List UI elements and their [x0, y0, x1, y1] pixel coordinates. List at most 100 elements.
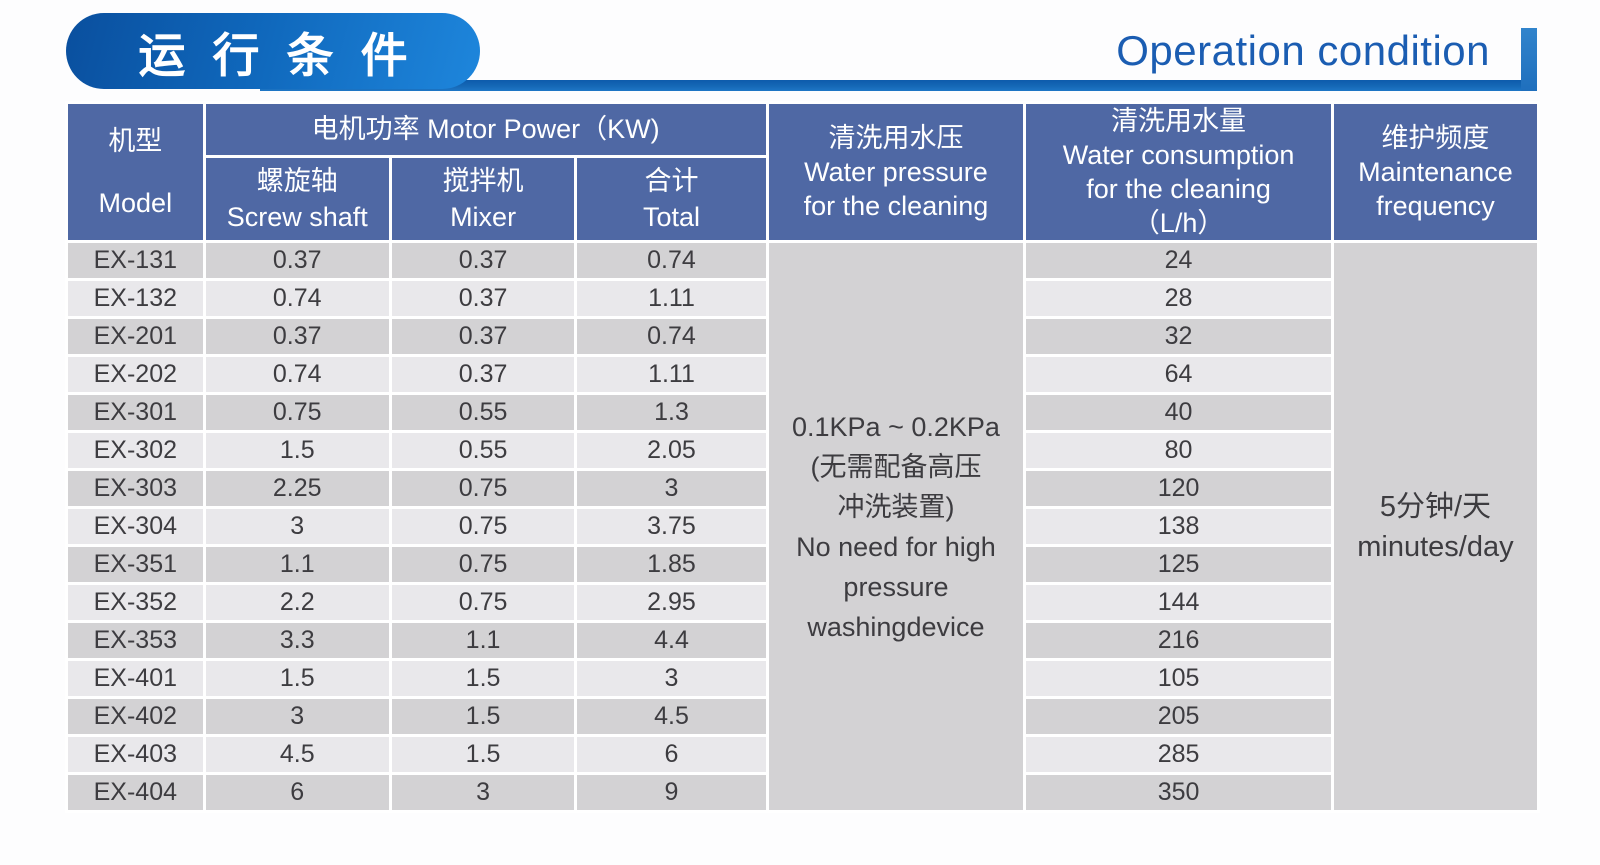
table-row: EX-303 2.25 0.75 3 120 — [65, 468, 1539, 509]
screw-cell: 0.37 — [202, 316, 392, 357]
table-row: EX-304 3 0.75 3.75 138 — [65, 506, 1539, 547]
water-pressure-line: 冲洗装置) — [837, 491, 955, 522]
table-body: EX-131 0.37 0.37 0.74 0.1KPa ~ 0.2KPa (无… — [65, 240, 1541, 813]
model-cell: EX-401 — [65, 658, 206, 699]
water-pressure-line: (无需配备高压 — [810, 451, 982, 482]
water-consumption-cell: 350 — [1023, 772, 1334, 813]
table-row: EX-401 1.5 1.5 3 105 — [65, 658, 1539, 699]
page-title-zh: 运 行 条 件 — [138, 28, 415, 82]
mixer-header-en: Mixer — [450, 201, 517, 232]
total-header-en: Total — [642, 201, 700, 232]
title-underline — [260, 80, 1537, 91]
water-consumption-header-zh: 清洗用水量 — [1111, 106, 1247, 136]
title-pill: 运 行 条 件 — [66, 13, 480, 89]
model-cell: EX-352 — [65, 582, 206, 623]
screw-cell: 0.74 — [202, 354, 392, 395]
mixer-cell: 1.5 — [388, 734, 578, 775]
model-cell: EX-304 — [65, 506, 206, 547]
water-consumption-cell: 138 — [1023, 506, 1334, 547]
model-cell: EX-201 — [65, 316, 206, 357]
model-cell: EX-303 — [65, 468, 206, 509]
col-header-maintenance: 维护频度 Maintenance frequency — [1330, 101, 1541, 243]
water-consumption-cell: 216 — [1023, 620, 1334, 661]
table-row: EX-402 3 1.5 4.5 205 — [65, 696, 1539, 737]
col-header-motor-power: 电机功率 Motor Power（KW) — [202, 101, 769, 158]
table-row: EX-132 0.74 0.37 1.11 28 — [65, 278, 1539, 319]
table-row: EX-351 1.1 0.75 1.85 125 — [65, 544, 1539, 585]
mixer-cell: 0.37 — [388, 354, 578, 395]
mixer-header-stack: 搅拌机 Mixer — [392, 163, 574, 235]
total-cell: 9 — [574, 772, 769, 813]
water-consumption-cell: 32 — [1023, 316, 1334, 357]
water-pressure-line: pressure — [843, 571, 949, 602]
table-row: EX-404 6 3 9 350 — [65, 772, 1539, 813]
col-header-water-consumption: 清洗用水量 Water consumption for the cleaning… — [1023, 101, 1334, 243]
water-consumption-cell: 80 — [1023, 430, 1334, 471]
model-header-zh: 机型 — [108, 126, 163, 156]
table-row: EX-131 0.37 0.37 0.74 0.1KPa ~ 0.2KPa (无… — [65, 240, 1541, 813]
table-row: EX-302 1.5 0.55 2.05 80 — [65, 430, 1539, 471]
screw-cell: 0.37 — [202, 240, 392, 281]
water-pressure-header-zh: 清洗用水压 — [828, 123, 964, 153]
total-cell: 4.5 — [574, 696, 769, 737]
water-pressure-line: washingdevice — [807, 611, 985, 642]
col-header-total: 合计 Total — [574, 154, 769, 244]
water-consumption-header-en1: Water consumption — [1062, 140, 1295, 170]
total-cell: 6 — [574, 734, 769, 775]
water-consumption-cell: 105 — [1023, 658, 1334, 699]
maintenance-line: minutes/day — [1357, 530, 1514, 563]
total-cell: 2.95 — [574, 582, 769, 623]
water-consumption-header-en2: for the cleaning — [1086, 174, 1271, 204]
water-consumption-cell: 64 — [1023, 354, 1334, 395]
water-consumption-header-stack: 清洗用水量 Water consumption for the cleaning… — [1026, 104, 1331, 240]
total-cell: 4.4 — [574, 620, 769, 661]
model-cell: EX-131 — [65, 240, 206, 281]
table-header: 机型 Model 电机功率 Motor Power（KW) 清洗用水压 Wate… — [65, 101, 1541, 244]
mixer-cell: 3 — [388, 772, 578, 813]
screw-cell: 3 — [202, 696, 392, 737]
water-consumption-cell: 120 — [1023, 468, 1334, 509]
table-row: EX-201 0.37 0.37 0.74 32 — [65, 316, 1539, 357]
screw-cell: 2.25 — [202, 468, 392, 509]
total-cell: 1.11 — [574, 278, 769, 319]
mixer-cell: 0.37 — [388, 316, 578, 357]
water-pressure-cell: 0.1KPa ~ 0.2KPa (无需配备高压 冲洗装置) No need fo… — [765, 240, 1027, 813]
screw-shaft-header-stack: 螺旋轴 Screw shaft — [206, 163, 389, 235]
maintenance-cell: 5分钟/天 minutes/day — [1330, 240, 1541, 813]
water-consumption-cell: 24 — [1023, 240, 1334, 281]
mixer-cell: 0.55 — [388, 430, 578, 471]
col-header-screw-shaft: 螺旋轴 Screw shaft — [202, 154, 392, 244]
mixer-cell: 1.5 — [388, 658, 578, 699]
screw-cell: 4.5 — [202, 734, 392, 775]
water-pressure-line: No need for high — [796, 531, 996, 562]
model-cell: EX-353 — [65, 620, 206, 661]
total-cell: 3 — [574, 468, 769, 509]
mixer-cell: 1.1 — [388, 620, 578, 661]
screw-shaft-header-en: Screw shaft — [226, 201, 368, 232]
water-pressure-line: 0.1KPa ~ 0.2KPa — [792, 411, 1000, 442]
mixer-cell: 0.75 — [388, 544, 578, 585]
screw-cell: 2.2 — [202, 582, 392, 623]
mixer-cell: 0.37 — [388, 278, 578, 319]
water-consumption-cell: 28 — [1023, 278, 1334, 319]
operation-condition-table: 机型 Model 电机功率 Motor Power（KW) 清洗用水压 Wate… — [65, 101, 1541, 813]
total-cell: 0.74 — [574, 240, 769, 281]
table-row: EX-403 4.5 1.5 6 285 — [65, 734, 1539, 775]
model-cell: EX-351 — [65, 544, 206, 585]
screw-cell: 3 — [202, 506, 392, 547]
maintenance-header-en2: frequency — [1376, 191, 1495, 221]
water-consumption-cell: 144 — [1023, 582, 1334, 623]
screw-cell: 1.5 — [202, 658, 392, 699]
water-consumption-cell: 40 — [1023, 392, 1334, 433]
screw-cell: 1.1 — [202, 544, 392, 585]
mixer-cell: 0.55 — [388, 392, 578, 433]
model-cell: EX-403 — [65, 734, 206, 775]
model-cell: EX-402 — [65, 696, 206, 737]
water-consumption-cell: 205 — [1023, 696, 1334, 737]
col-header-mixer: 搅拌机 Mixer — [388, 154, 578, 244]
screw-shaft-header-zh: 螺旋轴 — [256, 165, 338, 196]
table-row: EX-352 2.2 0.75 2.95 144 — [65, 582, 1539, 623]
maintenance-line: 5分钟/天 — [1379, 490, 1492, 523]
water-consumption-cell: 125 — [1023, 544, 1334, 585]
